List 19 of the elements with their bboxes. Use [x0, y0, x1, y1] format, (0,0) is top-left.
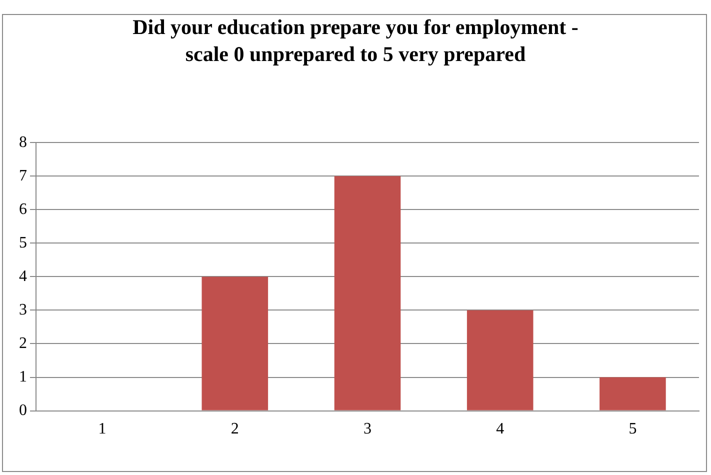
- bar: [334, 176, 401, 410]
- y-tick-label: 6: [19, 200, 27, 218]
- y-tick-label: 7: [19, 167, 27, 184]
- y-tick-label: 4: [19, 268, 27, 285]
- chart-title: Did your education prepare you for employment - scale 0 unprepared to 5 very prepared: [132, 14, 580, 68]
- y-tick-label: 0: [19, 402, 27, 420]
- x-tick-label: 4: [496, 420, 504, 438]
- x-tick-label: 5: [628, 420, 637, 438]
- y-tick-label: 8: [19, 134, 27, 151]
- y-tick-label: 1: [19, 368, 27, 386]
- x-tick-label: 1: [98, 420, 106, 438]
- bar: [466, 310, 534, 410]
- bar: [202, 276, 268, 410]
- y-tick-label: 2: [19, 334, 27, 352]
- y-tick-label: 3: [19, 301, 27, 318]
- x-tick-label: 3: [364, 420, 372, 438]
- x-tick-label: 2: [230, 420, 239, 438]
- bar: [600, 377, 666, 410]
- y-tick-label: 5: [19, 234, 27, 252]
